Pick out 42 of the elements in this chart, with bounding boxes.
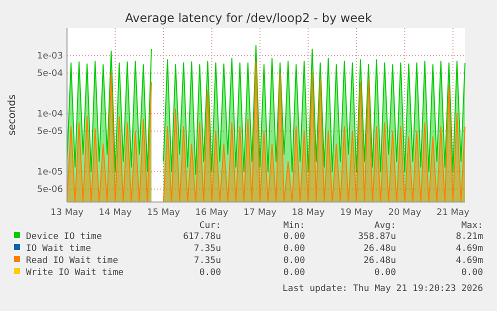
legend-label: Write IO Wait time <box>26 268 124 278</box>
text: Avg: <box>374 221 396 231</box>
x-tick-label: 16 May <box>195 208 229 218</box>
text: 617.78u <box>183 232 221 242</box>
text: 0.00 <box>283 244 305 254</box>
y-tick-label: 1e-04 <box>37 110 64 120</box>
legend-label: IO Wait time <box>26 244 92 254</box>
text: 0.00 <box>283 232 305 242</box>
y-tick-label: 5e-04 <box>37 69 64 80</box>
text: 0.00 <box>283 256 305 266</box>
text: 358.87u <box>358 232 396 242</box>
text: Cur: <box>199 221 221 231</box>
text: 4.69m <box>456 244 483 254</box>
text: 7.35u <box>194 244 221 254</box>
text: Max: <box>461 221 483 231</box>
x-tick-label: 14 May <box>98 208 132 218</box>
text: 0.00 <box>283 268 305 278</box>
chart-title: Average latency for /dev/loop2 - by week <box>125 11 372 25</box>
text: 0.00 <box>199 268 221 278</box>
y-axis-title: seconds <box>7 94 18 136</box>
text: Last update: Thu May 21 19:20:23 2026 <box>282 284 483 294</box>
x-tick-label: 13 May <box>50 208 84 218</box>
text: 26.48u <box>363 244 396 254</box>
legend-label: Device IO time <box>26 232 102 242</box>
text: Min: <box>283 221 305 231</box>
x-tick-label: 20 May <box>388 208 422 218</box>
x-tick-label: 17 May <box>244 208 278 218</box>
x-tick-label: 15 May <box>147 208 181 218</box>
text: 8.21m <box>456 232 483 242</box>
text: 26.48u <box>363 256 396 266</box>
x-tick-label: 19 May <box>340 208 374 218</box>
text: 0.00 <box>461 268 483 278</box>
y-tick-label: 5e-05 <box>37 127 63 138</box>
y-tick-label: 1e-05 <box>37 168 63 178</box>
text: 0.00 <box>374 268 396 278</box>
y-tick-label: 5e-06 <box>37 185 64 196</box>
text: 4.69m <box>456 256 483 266</box>
legend-label: Read IO Wait time <box>26 256 118 266</box>
text: 7.35u <box>194 256 221 266</box>
x-tick-label: 18 May <box>292 208 326 218</box>
x-tick-label: 21 May <box>436 208 470 218</box>
y-tick-label: 1e-03 <box>37 52 63 62</box>
